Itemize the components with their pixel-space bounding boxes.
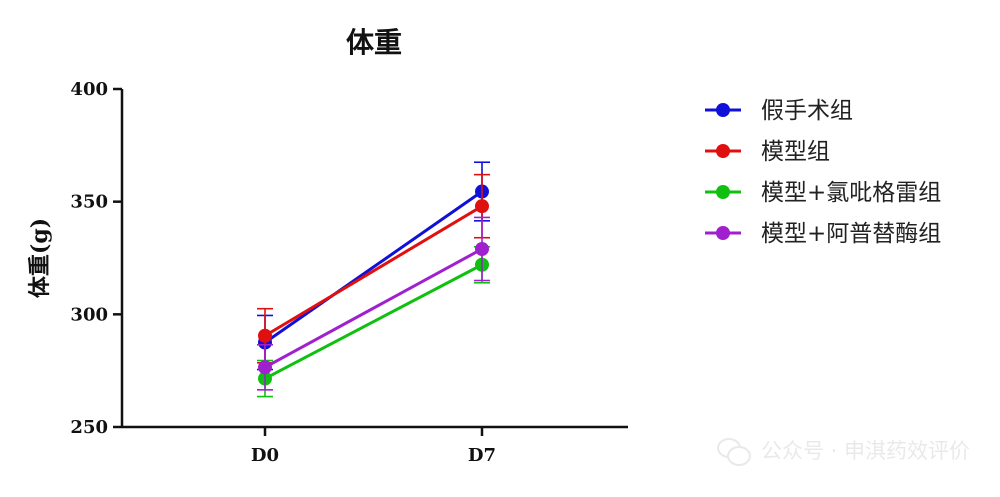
series-line bbox=[264, 204, 483, 338]
axes: 250 300 350 400 D0 D7 bbox=[70, 79, 628, 466]
x-tick-label: D7 bbox=[468, 445, 496, 466]
legend-item: 模型+氯吡格雷组 bbox=[705, 180, 941, 206]
series-line bbox=[264, 247, 483, 369]
series-4 bbox=[257, 216, 490, 391]
series-line bbox=[264, 190, 483, 344]
y-tick-label: 350 bbox=[70, 192, 108, 213]
legend-marker bbox=[716, 144, 730, 158]
series-line bbox=[264, 263, 483, 380]
y-tick-label: 400 bbox=[70, 79, 108, 100]
legend-label: 模型+阿普替酶组 bbox=[761, 221, 941, 247]
legend-marker bbox=[716, 185, 730, 199]
chart-title: 体重 bbox=[346, 26, 402, 59]
data-point bbox=[258, 328, 272, 343]
legend-label: 假手术组 bbox=[761, 98, 853, 124]
data-point bbox=[475, 199, 489, 214]
legend-item: 模型+阿普替酶组 bbox=[705, 221, 941, 247]
series-1 bbox=[257, 161, 490, 371]
legend-item: 假手术组 bbox=[705, 98, 853, 124]
x-tick-label: D0 bbox=[251, 445, 279, 466]
data-point bbox=[475, 241, 489, 256]
legend-marker bbox=[716, 226, 730, 240]
legend-item: 模型组 bbox=[705, 139, 830, 165]
series-2 bbox=[257, 173, 490, 364]
legend-marker bbox=[716, 103, 730, 117]
y-axis-label: 体重(g) bbox=[27, 218, 53, 298]
data-point bbox=[258, 360, 272, 375]
legend-label: 模型+氯吡格雷组 bbox=[761, 180, 941, 206]
legend-label: 模型组 bbox=[761, 139, 830, 165]
y-tick-label: 300 bbox=[70, 304, 108, 325]
y-tick-label: 250 bbox=[70, 417, 108, 438]
series-layer bbox=[257, 161, 490, 398]
